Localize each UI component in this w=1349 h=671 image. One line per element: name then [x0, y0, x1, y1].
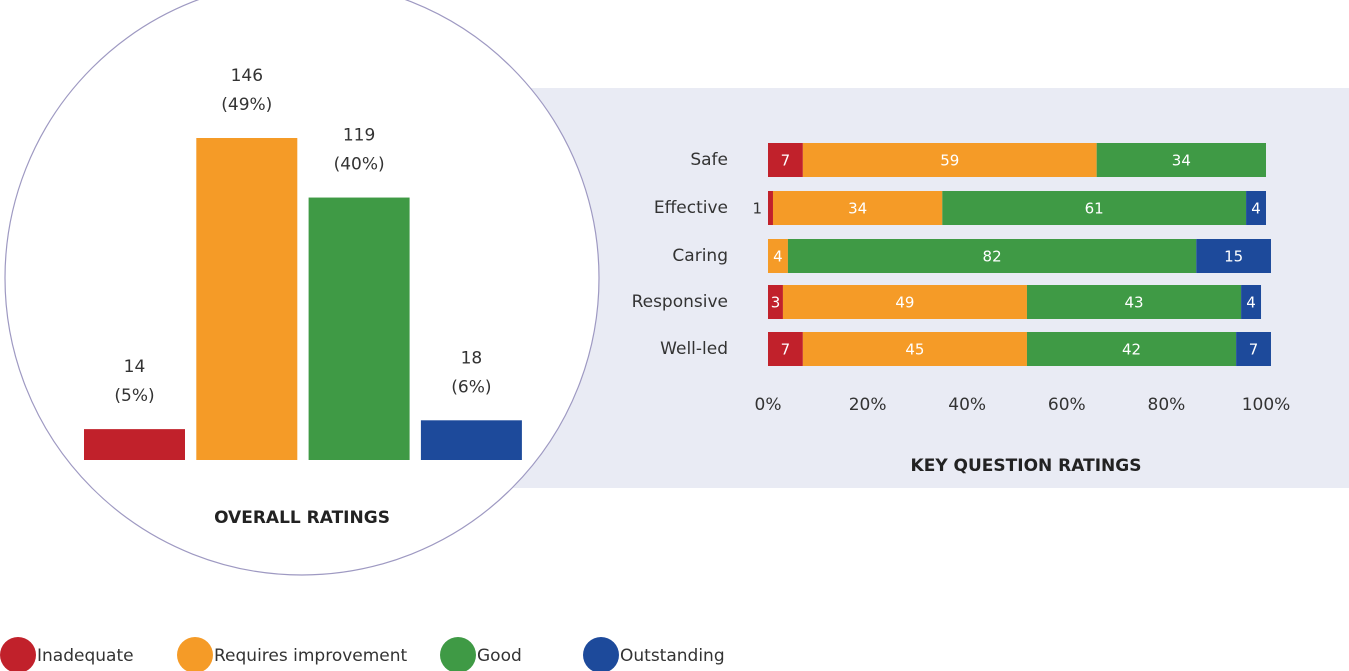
value-label: 1	[752, 200, 762, 218]
value-label: 43	[1124, 294, 1143, 312]
bar-segment	[1026, 332, 1237, 366]
bar-segment	[802, 332, 1027, 366]
value-label: 146	[231, 66, 263, 86]
circle	[4, 0, 600, 576]
bar	[308, 197, 410, 460]
x-tick-label: 0%	[755, 395, 782, 415]
legend-swatch	[177, 637, 213, 671]
bar-segment	[1246, 191, 1266, 225]
value-label: 4	[1251, 200, 1261, 218]
bar-segment	[768, 239, 788, 273]
value-label: 45	[905, 341, 924, 359]
value-label: 7	[781, 152, 791, 170]
bar	[420, 420, 522, 460]
value-label: 14	[124, 357, 146, 377]
chart-title: KEY QUESTION RATINGS	[911, 456, 1142, 476]
value-label: 18	[461, 348, 483, 368]
value-label: 34	[848, 200, 867, 218]
y-tick-label: Safe	[690, 150, 728, 170]
percent-label: (5%)	[114, 386, 154, 406]
bar-segment	[1236, 332, 1271, 366]
bar-segment	[772, 191, 943, 225]
bar-segment	[787, 239, 1197, 273]
value-label: 7	[1249, 341, 1259, 359]
value-label: 49	[895, 294, 914, 312]
value-label: 61	[1085, 200, 1104, 218]
value-label: 3	[771, 294, 781, 312]
bar-segment	[1196, 239, 1271, 273]
bar-segment	[768, 285, 783, 319]
x-tick-label: 40%	[948, 395, 986, 415]
bar-segment	[802, 143, 1097, 177]
bar-segment	[768, 332, 803, 366]
percent-label: (49%)	[221, 95, 272, 115]
legend-label: Outstanding	[620, 646, 725, 666]
x-tick-label: 100%	[1242, 395, 1291, 415]
legend-swatch	[0, 637, 36, 671]
value-label: 4	[1246, 294, 1256, 312]
bar	[196, 138, 298, 460]
bar-segment	[768, 143, 803, 177]
legend-swatch	[440, 637, 476, 671]
legend-swatch	[583, 637, 619, 671]
y-tick-label: Well-led	[660, 339, 728, 359]
bar-segment	[782, 285, 1027, 319]
percent-label: (40%)	[334, 155, 385, 175]
value-label: 34	[1172, 152, 1191, 170]
value-label: 119	[343, 126, 375, 146]
value-label: 42	[1122, 341, 1141, 359]
x-tick-label: 20%	[849, 395, 887, 415]
value-label: 15	[1224, 248, 1243, 266]
bar-segment	[942, 191, 1247, 225]
value-label: 7	[781, 341, 791, 359]
bar-segment	[1096, 143, 1266, 177]
x-tick-label: 60%	[1048, 395, 1086, 415]
bar-segment	[1241, 285, 1262, 319]
chart-title: OVERALL RATINGS	[214, 508, 390, 528]
y-tick-label: Effective	[654, 198, 728, 218]
x-tick-label: 80%	[1148, 395, 1186, 415]
value-label: 59	[940, 152, 959, 170]
bar	[84, 429, 185, 460]
value-label: 4	[773, 248, 783, 266]
bar-segment	[1026, 285, 1242, 319]
legend-label: Requires improvement	[214, 646, 408, 666]
y-tick-label: Responsive	[632, 292, 728, 312]
value-label: 82	[983, 248, 1002, 266]
y-tick-label: Caring	[672, 246, 728, 266]
legend-label: Good	[477, 646, 522, 666]
legend-label: Inadequate	[37, 646, 134, 666]
percent-label: (6%)	[451, 377, 491, 397]
bar-segment	[768, 191, 773, 225]
